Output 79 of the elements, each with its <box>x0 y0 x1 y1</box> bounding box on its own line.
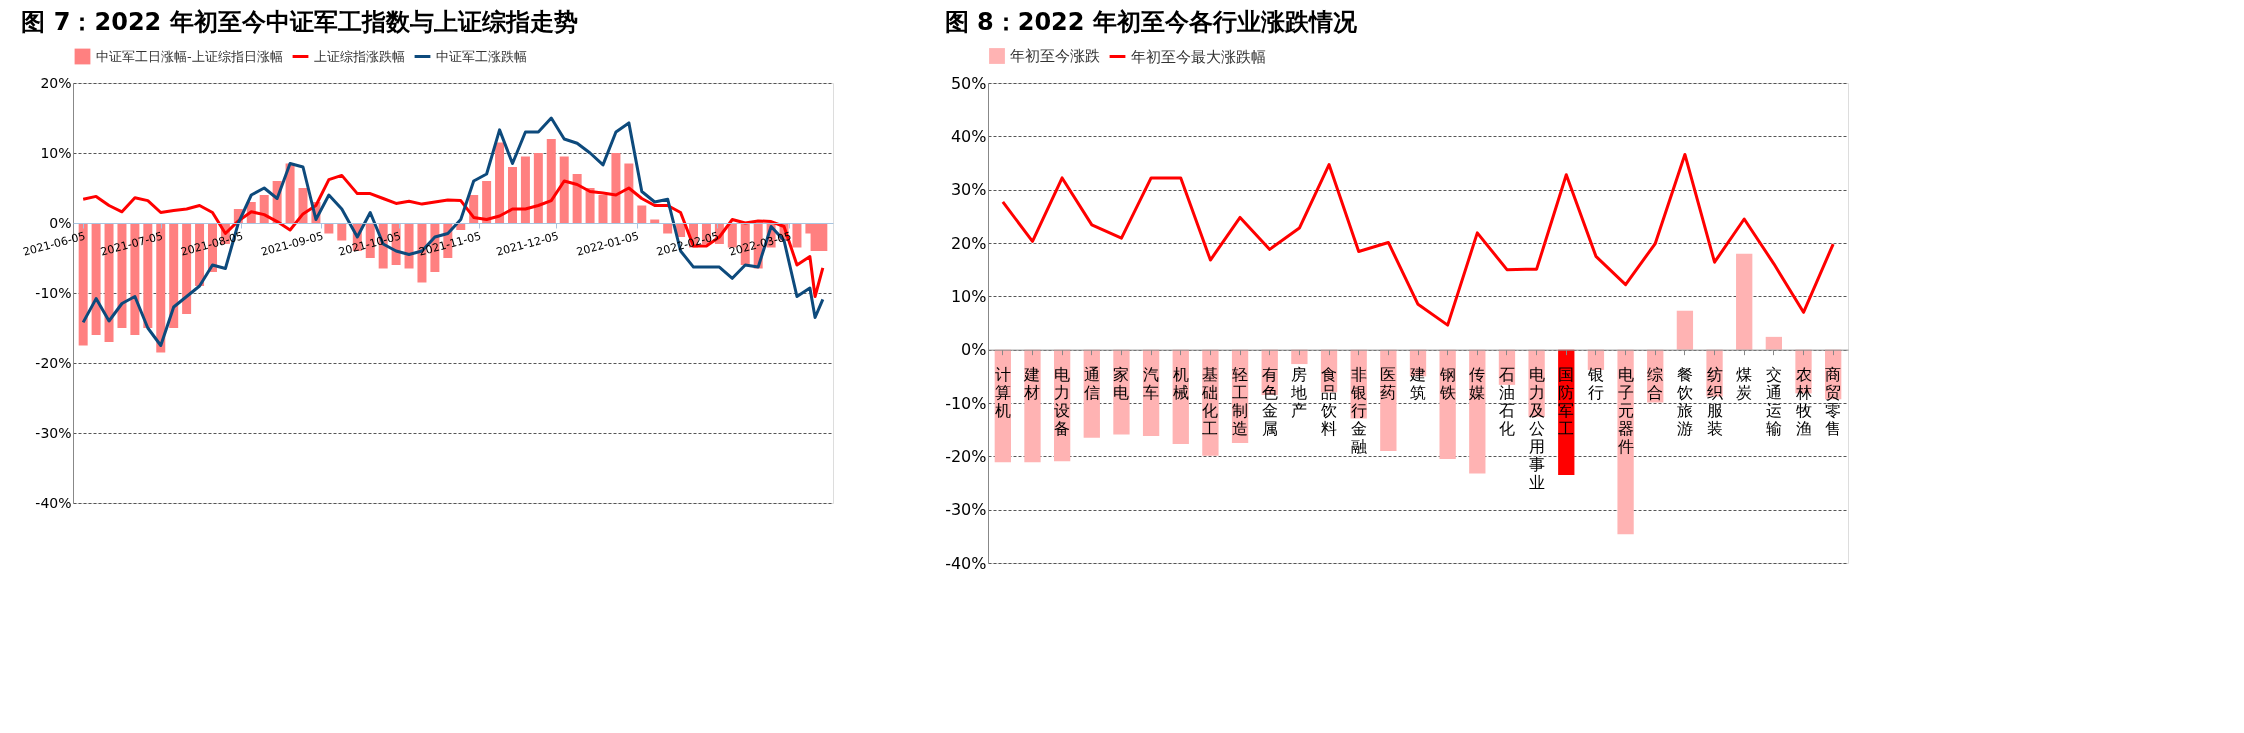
bar <box>572 174 582 223</box>
bar <box>624 163 634 223</box>
bar <box>495 142 505 223</box>
bar <box>482 181 492 223</box>
y-tick-label: -10% <box>35 284 72 301</box>
bar <box>1676 310 1694 350</box>
x-tick-label: 传媒 <box>1469 365 1486 403</box>
y-tick-label: -20% <box>945 446 987 466</box>
x-tick-label: 通信 <box>1083 365 1100 403</box>
x-tick-label: 煤炭 <box>1736 365 1753 403</box>
bar <box>585 188 595 223</box>
legend-label: 中证军工日涨幅-上证综指日涨幅 <box>96 48 283 64</box>
bar <box>507 167 517 223</box>
x-tick-label: 电子元器件 <box>1617 365 1634 457</box>
x-tick-label: 家电 <box>1113 365 1130 403</box>
bar <box>404 223 414 269</box>
bar <box>533 153 543 223</box>
chart-title: 图 8：2022 年初至今各行业涨跌情况 <box>944 8 1358 36</box>
chart-title: 图 7：2022 年初至今中证军工指数与上证综指走势 <box>21 8 578 36</box>
legend-label: 年初至今最大涨跌幅 <box>1131 47 1266 66</box>
x-tick-label: 餐饮旅游 <box>1675 365 1693 439</box>
y-tick-label: 40% <box>950 126 987 146</box>
x-tick-label: 有色金属 <box>1261 365 1278 439</box>
bar <box>1736 253 1753 350</box>
y-tick-label: 50% <box>950 73 987 93</box>
bar <box>1765 336 1783 350</box>
y-tick-label: -20% <box>35 354 72 371</box>
y-tick-label: 10% <box>40 144 72 161</box>
y-tick-label: -30% <box>945 500 987 520</box>
x-tick-label: 银行 <box>1586 365 1604 403</box>
y-tick-label: 0% <box>49 214 72 231</box>
bar <box>559 156 569 223</box>
y-tick-label: -40% <box>945 553 987 573</box>
legend-label: 中证军工涨跌幅 <box>436 48 527 64</box>
x-tick-label: 建材 <box>1023 365 1041 403</box>
x-tick-label: 交通运输 <box>1765 365 1782 439</box>
y-tick-label: 20% <box>950 233 987 253</box>
y-tick-label: 0% <box>961 340 987 360</box>
bar <box>611 153 621 223</box>
y-tick-label: -10% <box>945 393 987 413</box>
x-tick-label: 钢铁 <box>1438 365 1456 403</box>
legend-label: 年初至今涨跌 <box>1010 47 1100 65</box>
x-tick-label: 房地产 <box>1290 365 1308 421</box>
bar <box>91 223 101 335</box>
bar <box>792 223 802 248</box>
bar <box>169 223 179 328</box>
x-tick-label: 商贸零售 <box>1825 365 1842 439</box>
bar <box>546 139 556 223</box>
bar <box>1024 349 1041 463</box>
bar <box>285 163 295 223</box>
y-tick-label: -30% <box>35 424 72 441</box>
bar <box>324 223 334 234</box>
x-tick-label: 计算机 <box>994 365 1011 421</box>
x-tick-label: 非银行金融 <box>1349 365 1367 457</box>
x-tick-label: 国防军工 <box>1558 365 1575 439</box>
y-tick-label: 20% <box>40 74 72 91</box>
x-tick-label: 机械 <box>1172 365 1189 403</box>
x-tick-label: 轻工制造 <box>1232 365 1249 439</box>
bar <box>1291 349 1308 365</box>
x-tick-label: 电力设备 <box>1054 365 1071 439</box>
bar <box>663 223 673 234</box>
y-tick-label: 10% <box>950 286 987 306</box>
x-tick-label: 汽车 <box>1143 365 1160 403</box>
x-tick-label: 建筑 <box>1409 365 1426 403</box>
x-tick-label: 石油石化 <box>1498 365 1515 439</box>
bar <box>598 195 608 223</box>
x-tick-label: 食品饮料 <box>1320 365 1338 439</box>
x-tick-label: 农林牧渔 <box>1794 365 1812 439</box>
y-tick-label: -40% <box>35 494 72 511</box>
line-series <box>1001 152 1835 327</box>
bar <box>637 205 647 223</box>
x-tick-label: 电力及公用事业 <box>1528 365 1545 493</box>
legend-label: 上证综指涨跌幅 <box>314 48 405 64</box>
x-tick-label: 综合 <box>1647 365 1664 403</box>
x-tick-label: 基础化工 <box>1201 365 1219 439</box>
y-tick-label: 30% <box>950 180 987 200</box>
x-tick-label: 医药 <box>1380 365 1397 403</box>
bar <box>520 156 530 223</box>
x-tick-label: 纺织服装 <box>1706 365 1723 439</box>
